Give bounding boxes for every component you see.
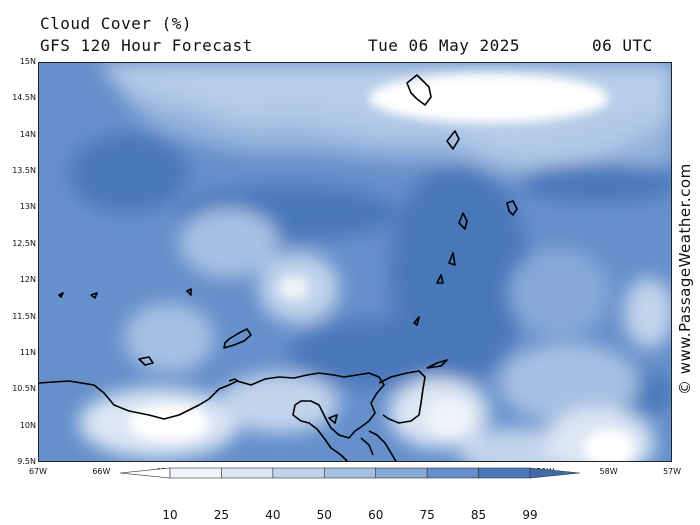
legend-label: 40 [265,508,281,522]
legend-swatch [169,467,222,479]
latitude-tick-label: 11N [19,347,36,357]
legend-label: 85 [470,508,487,522]
legend-label: 25 [213,508,230,522]
legend-swatch [426,467,479,479]
legend-label: 50 [316,508,332,522]
legend-swatch [375,467,428,479]
latitude-tick-label: 13N [19,202,36,212]
latitude-tick-label: 10N [19,420,36,430]
longitude-tick-label: 66W [92,467,111,476]
latitude-tick-label: 13.5N [12,166,36,176]
cloud-cover-map [38,62,672,462]
legend-swatch [529,467,581,479]
longitude-tick-label: 67W [28,467,48,476]
latitude-tick-label: 12N [19,275,36,285]
latitude-tick-label: 12.5N [12,238,36,248]
legend-label: 10 [162,508,178,522]
legend-swatch [478,467,531,479]
legend-label: 99 [522,508,538,522]
latitude-tick-label: 14.5N [12,93,36,103]
latitude-tick-label: 9.5N [17,457,36,466]
legend-label: 60 [368,508,384,522]
latitude-tick-label: 14N [19,129,36,139]
legend-swatch [272,467,325,479]
passageweather-credit: © www.PassageWeather.com [676,163,694,395]
forecast-time: 06 UTC [592,36,653,55]
longitude-tick-label: 58W [599,467,618,476]
cloud-cover-field [39,63,671,461]
legend-swatch [119,467,171,479]
latitude-tick-label: 10.5N [12,384,36,394]
legend-label: 75 [419,508,435,522]
forecast-subtitle: GFS 120 Hour Forecast [40,36,253,55]
forecast-date: Tue 06 May 2025 [368,36,520,55]
longitude-tick-label: 57W [662,467,682,476]
color-scale-legend [119,467,581,479]
legend-swatch [323,467,377,479]
map-title: Cloud Cover (%) [40,14,192,33]
latitude-tick-label: 15N [19,57,36,66]
latitude-tick-label: 11.5N [12,311,36,321]
coastline [39,74,518,461]
legend-swatch [221,467,274,479]
